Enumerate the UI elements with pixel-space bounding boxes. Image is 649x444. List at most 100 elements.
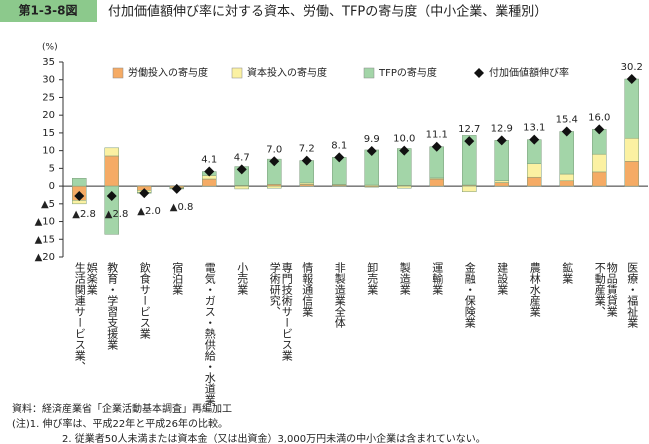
marker bbox=[529, 134, 540, 145]
data-label: 12.7 bbox=[458, 124, 480, 135]
data-label: ▲2.0 bbox=[137, 206, 161, 217]
legend-swatch bbox=[363, 67, 375, 79]
marker bbox=[301, 155, 312, 166]
bar-segment bbox=[104, 147, 119, 157]
bar-segment bbox=[624, 78, 639, 139]
x-tick-label: 情報通信業 bbox=[300, 262, 314, 317]
data-label: 7.2 bbox=[299, 144, 315, 155]
data-label: ▲2.8 bbox=[72, 209, 96, 220]
bar-segment bbox=[299, 184, 314, 187]
data-label: 13.1 bbox=[523, 123, 545, 134]
legend-marker bbox=[474, 68, 484, 78]
legend-label: 労働投入の寄与度 bbox=[128, 66, 208, 79]
y-tick-label: 0 bbox=[49, 181, 55, 192]
marker bbox=[106, 191, 117, 202]
y-tick-label: 30 bbox=[42, 75, 55, 86]
y-tick-label: 10 bbox=[42, 146, 55, 157]
legend-label: 資本投入の寄与度 bbox=[247, 66, 327, 79]
y-tick-label: 5 bbox=[49, 163, 55, 174]
bar-segment bbox=[104, 155, 119, 187]
bar-segment bbox=[429, 178, 444, 187]
x-tick-label: 小売業 bbox=[235, 262, 249, 295]
x-tick-label: 教育・学習支援業 bbox=[105, 262, 119, 350]
data-label: 8.1 bbox=[331, 140, 347, 151]
x-tick-label: 学術研究、 専門技術サービス業 bbox=[268, 262, 294, 361]
y-tick-label: ▲20 bbox=[35, 252, 55, 263]
legend-label: TFPの寄与度 bbox=[378, 66, 437, 79]
x-tick-label: 医療・福祉業 bbox=[625, 262, 639, 328]
legend-swatch bbox=[112, 67, 124, 79]
marker bbox=[74, 191, 85, 202]
bar-segment bbox=[559, 180, 574, 187]
marker bbox=[269, 156, 280, 167]
y-tick-label: ▲5 bbox=[41, 199, 55, 210]
marker bbox=[594, 124, 605, 135]
x-tick-label: 卸売業 bbox=[365, 262, 379, 295]
bar-segment bbox=[104, 185, 119, 235]
y-tick-label: 15 bbox=[42, 128, 55, 139]
bar-segment bbox=[494, 180, 509, 183]
figure-number: 第1-3-8図 bbox=[18, 3, 77, 18]
marker bbox=[139, 188, 150, 199]
bar-segment bbox=[624, 137, 639, 162]
data-label: 7.0 bbox=[266, 144, 282, 155]
y-unit: (%) bbox=[42, 43, 58, 53]
y-tick-label: 35 bbox=[42, 57, 55, 68]
data-label: 4.7 bbox=[234, 152, 250, 163]
data-label: ▲0.8 bbox=[170, 202, 194, 213]
data-label: 12.9 bbox=[491, 123, 513, 134]
x-tick-label: 製造業 bbox=[398, 262, 412, 295]
bar-segment bbox=[559, 173, 574, 182]
marker bbox=[561, 126, 572, 137]
data-label: 9.9 bbox=[364, 134, 380, 145]
y-tick-label: ▲15 bbox=[35, 234, 55, 245]
data-label: 30.2 bbox=[621, 62, 643, 73]
figure-label-box bbox=[0, 0, 97, 22]
bar-segment bbox=[462, 135, 477, 186]
y-tick-label: 25 bbox=[42, 92, 55, 103]
marker bbox=[431, 141, 442, 152]
legend-label: 付加価値額伸び率 bbox=[489, 66, 569, 79]
marker bbox=[236, 164, 247, 175]
bar-segment bbox=[559, 131, 574, 175]
data-label: 15.4 bbox=[556, 114, 578, 125]
x-tick-label: 鉱業 bbox=[560, 262, 574, 284]
bar-segment bbox=[527, 176, 542, 187]
x-tick-label: 宿泊業 bbox=[170, 262, 184, 295]
y-tick-label: 20 bbox=[42, 110, 55, 121]
marker bbox=[399, 145, 410, 156]
x-tick-label: 運輸業 bbox=[430, 262, 444, 295]
bar-segment bbox=[494, 182, 509, 187]
legend-swatch bbox=[231, 67, 243, 79]
data-label: 10.0 bbox=[393, 134, 415, 145]
marker bbox=[464, 136, 475, 147]
marker bbox=[334, 152, 345, 163]
marker bbox=[496, 135, 507, 146]
chart-title: 付加価値額伸び率に対する資本、労働、TFPの寄与度（中小企業、業種別） bbox=[108, 4, 547, 20]
bar-segment bbox=[72, 178, 87, 187]
x-tick-label: 金融・保険業 bbox=[463, 262, 477, 328]
bar-segment bbox=[397, 185, 412, 189]
data-label: 11.1 bbox=[426, 130, 448, 141]
bar-segment bbox=[624, 161, 639, 187]
bar-segment bbox=[267, 184, 282, 187]
note: (注)1. 伸び率は、平成22年と平成26年の比較。 bbox=[12, 419, 228, 430]
source-note: 資料：経済産業省「企業活動基本調査」再編加工 bbox=[12, 404, 232, 415]
marker bbox=[204, 166, 215, 177]
marker bbox=[626, 74, 637, 85]
x-tick-label: 飲食サービス業 bbox=[138, 262, 152, 339]
bar-segment bbox=[592, 171, 607, 187]
data-label: 16.0 bbox=[588, 112, 610, 123]
y-tick-label: ▲10 bbox=[35, 217, 55, 228]
x-tick-label: 生活関連サービス業、 娯楽業 bbox=[73, 262, 99, 372]
bar-segment bbox=[202, 178, 217, 187]
data-label: ▲2.8 bbox=[105, 209, 129, 220]
bar-segment bbox=[592, 153, 607, 173]
bar-segment bbox=[494, 140, 509, 182]
note: 2. 従業者50人未満または資本金（又は出資金）3,000万円未満の中小企業は含… bbox=[62, 434, 486, 444]
marker bbox=[366, 145, 377, 156]
bar-segment bbox=[234, 185, 249, 190]
x-tick-label: 非製造業全体 bbox=[333, 262, 347, 328]
marker bbox=[171, 183, 182, 194]
